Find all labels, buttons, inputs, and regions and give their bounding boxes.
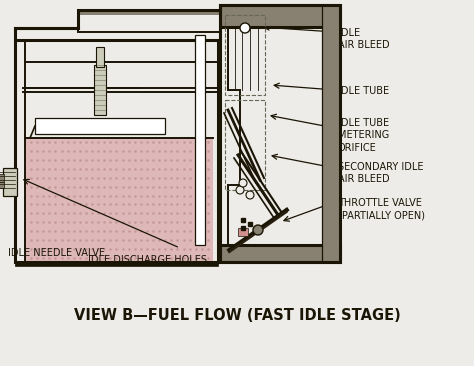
Circle shape bbox=[236, 186, 244, 194]
Text: SECONDARY IDLE
AIR BLEED: SECONDARY IDLE AIR BLEED bbox=[338, 162, 423, 184]
Bar bbox=[322, 5, 340, 262]
Text: IDLE DISCHARGE HOLES: IDLE DISCHARGE HOLES bbox=[89, 255, 208, 265]
Text: IDLE TUBE
METERING
ORIFICE: IDLE TUBE METERING ORIFICE bbox=[338, 118, 389, 153]
Text: IDLE NEEDLE VALVE: IDLE NEEDLE VALVE bbox=[8, 248, 105, 258]
Bar bbox=[15, 262, 218, 266]
Bar bbox=[220, 5, 340, 27]
Bar bbox=[195, 35, 205, 245]
Bar bbox=[94, 65, 106, 115]
Bar bbox=[35, 118, 165, 134]
Bar bbox=[238, 228, 248, 236]
Circle shape bbox=[253, 225, 263, 235]
Bar bbox=[0, 174, 4, 182]
Text: IDLE TUBE: IDLE TUBE bbox=[338, 86, 389, 96]
Bar bbox=[3, 168, 17, 196]
Bar bbox=[220, 5, 340, 262]
Bar bbox=[220, 245, 340, 262]
Text: IDLE
AIR BLEED: IDLE AIR BLEED bbox=[338, 28, 390, 51]
Text: VIEW B—FUEL FLOW (FAST IDLE STAGE): VIEW B—FUEL FLOW (FAST IDLE STAGE) bbox=[73, 308, 401, 323]
Circle shape bbox=[239, 179, 247, 187]
Text: THROTTLE VALVE
(PARTIALLY OPEN): THROTTLE VALVE (PARTIALLY OPEN) bbox=[338, 198, 425, 220]
Bar bbox=[78, 10, 220, 32]
Bar bbox=[25, 138, 213, 262]
Bar bbox=[15, 40, 218, 262]
Bar bbox=[78, 10, 220, 15]
Bar bbox=[96, 47, 104, 67]
Bar bbox=[0, 182, 4, 188]
Circle shape bbox=[240, 23, 250, 33]
Circle shape bbox=[246, 191, 254, 199]
